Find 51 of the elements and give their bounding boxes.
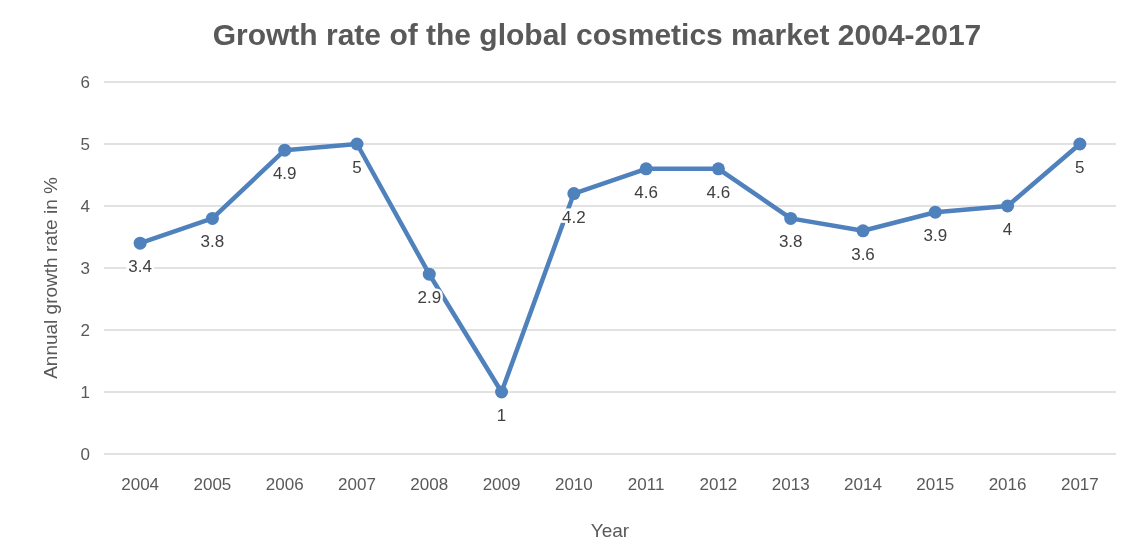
point [133,236,147,250]
point [350,137,364,151]
data-label: 4.6 [706,182,731,202]
x-tick-label: 2008 [410,475,449,494]
point [1073,137,1087,151]
point [784,211,798,225]
x-tick-label: 2009 [482,475,521,494]
point [422,267,436,281]
y-tick-label: 0 [80,445,90,464]
x-tick-label: 2004 [121,475,160,494]
x-tick-label: 2010 [554,475,593,494]
point [856,224,870,238]
y-tick-label: 6 [80,73,90,92]
point [928,205,942,219]
chart-title: Growth rate of the global cosmetics market 2004-2017 [212,18,982,51]
data-label: 3.8 [200,232,225,252]
data-label: 5 [1075,158,1085,177]
x-tick-label: 2007 [338,475,376,494]
data-label: 3.6 [851,244,875,264]
y-tick-label: 5 [80,135,90,154]
data-label: 2.9 [417,288,442,308]
y-axis-title: Annual growth rate in % [40,177,61,379]
x-axis-title: Year [590,520,630,541]
data-label: 3.4 [128,257,152,277]
point [1001,199,1015,213]
data-label: 3.8 [778,232,803,252]
point [495,385,509,399]
x-tick-label: 2006 [265,475,304,494]
data-label: 1 [496,406,507,425]
data-label: 4 [1002,220,1013,239]
data-label: 4.9 [272,164,297,184]
y-tick-label: 1 [80,383,90,402]
y-tick-label: 2 [80,321,90,340]
point [711,162,725,176]
point [639,162,653,176]
x-tick-label: 2012 [699,475,738,494]
y-tick-label: 4 [80,197,90,216]
data-label: 4.6 [634,182,658,202]
point [205,211,219,225]
x-tick-label: 2015 [916,475,955,494]
x-tick-label: 2005 [193,475,232,494]
point [567,187,581,201]
x-tick-label: 2013 [771,475,810,494]
data-label: 5 [352,158,362,177]
x-tick-label: 2016 [988,475,1027,494]
x-tick-label: 2014 [844,475,882,494]
point [278,143,292,157]
y-tick-label: 3 [80,259,90,278]
x-tick-label: 2011 [627,475,665,494]
data-label: 3.9 [923,226,948,246]
x-tick-label: 2017 [1060,475,1099,494]
